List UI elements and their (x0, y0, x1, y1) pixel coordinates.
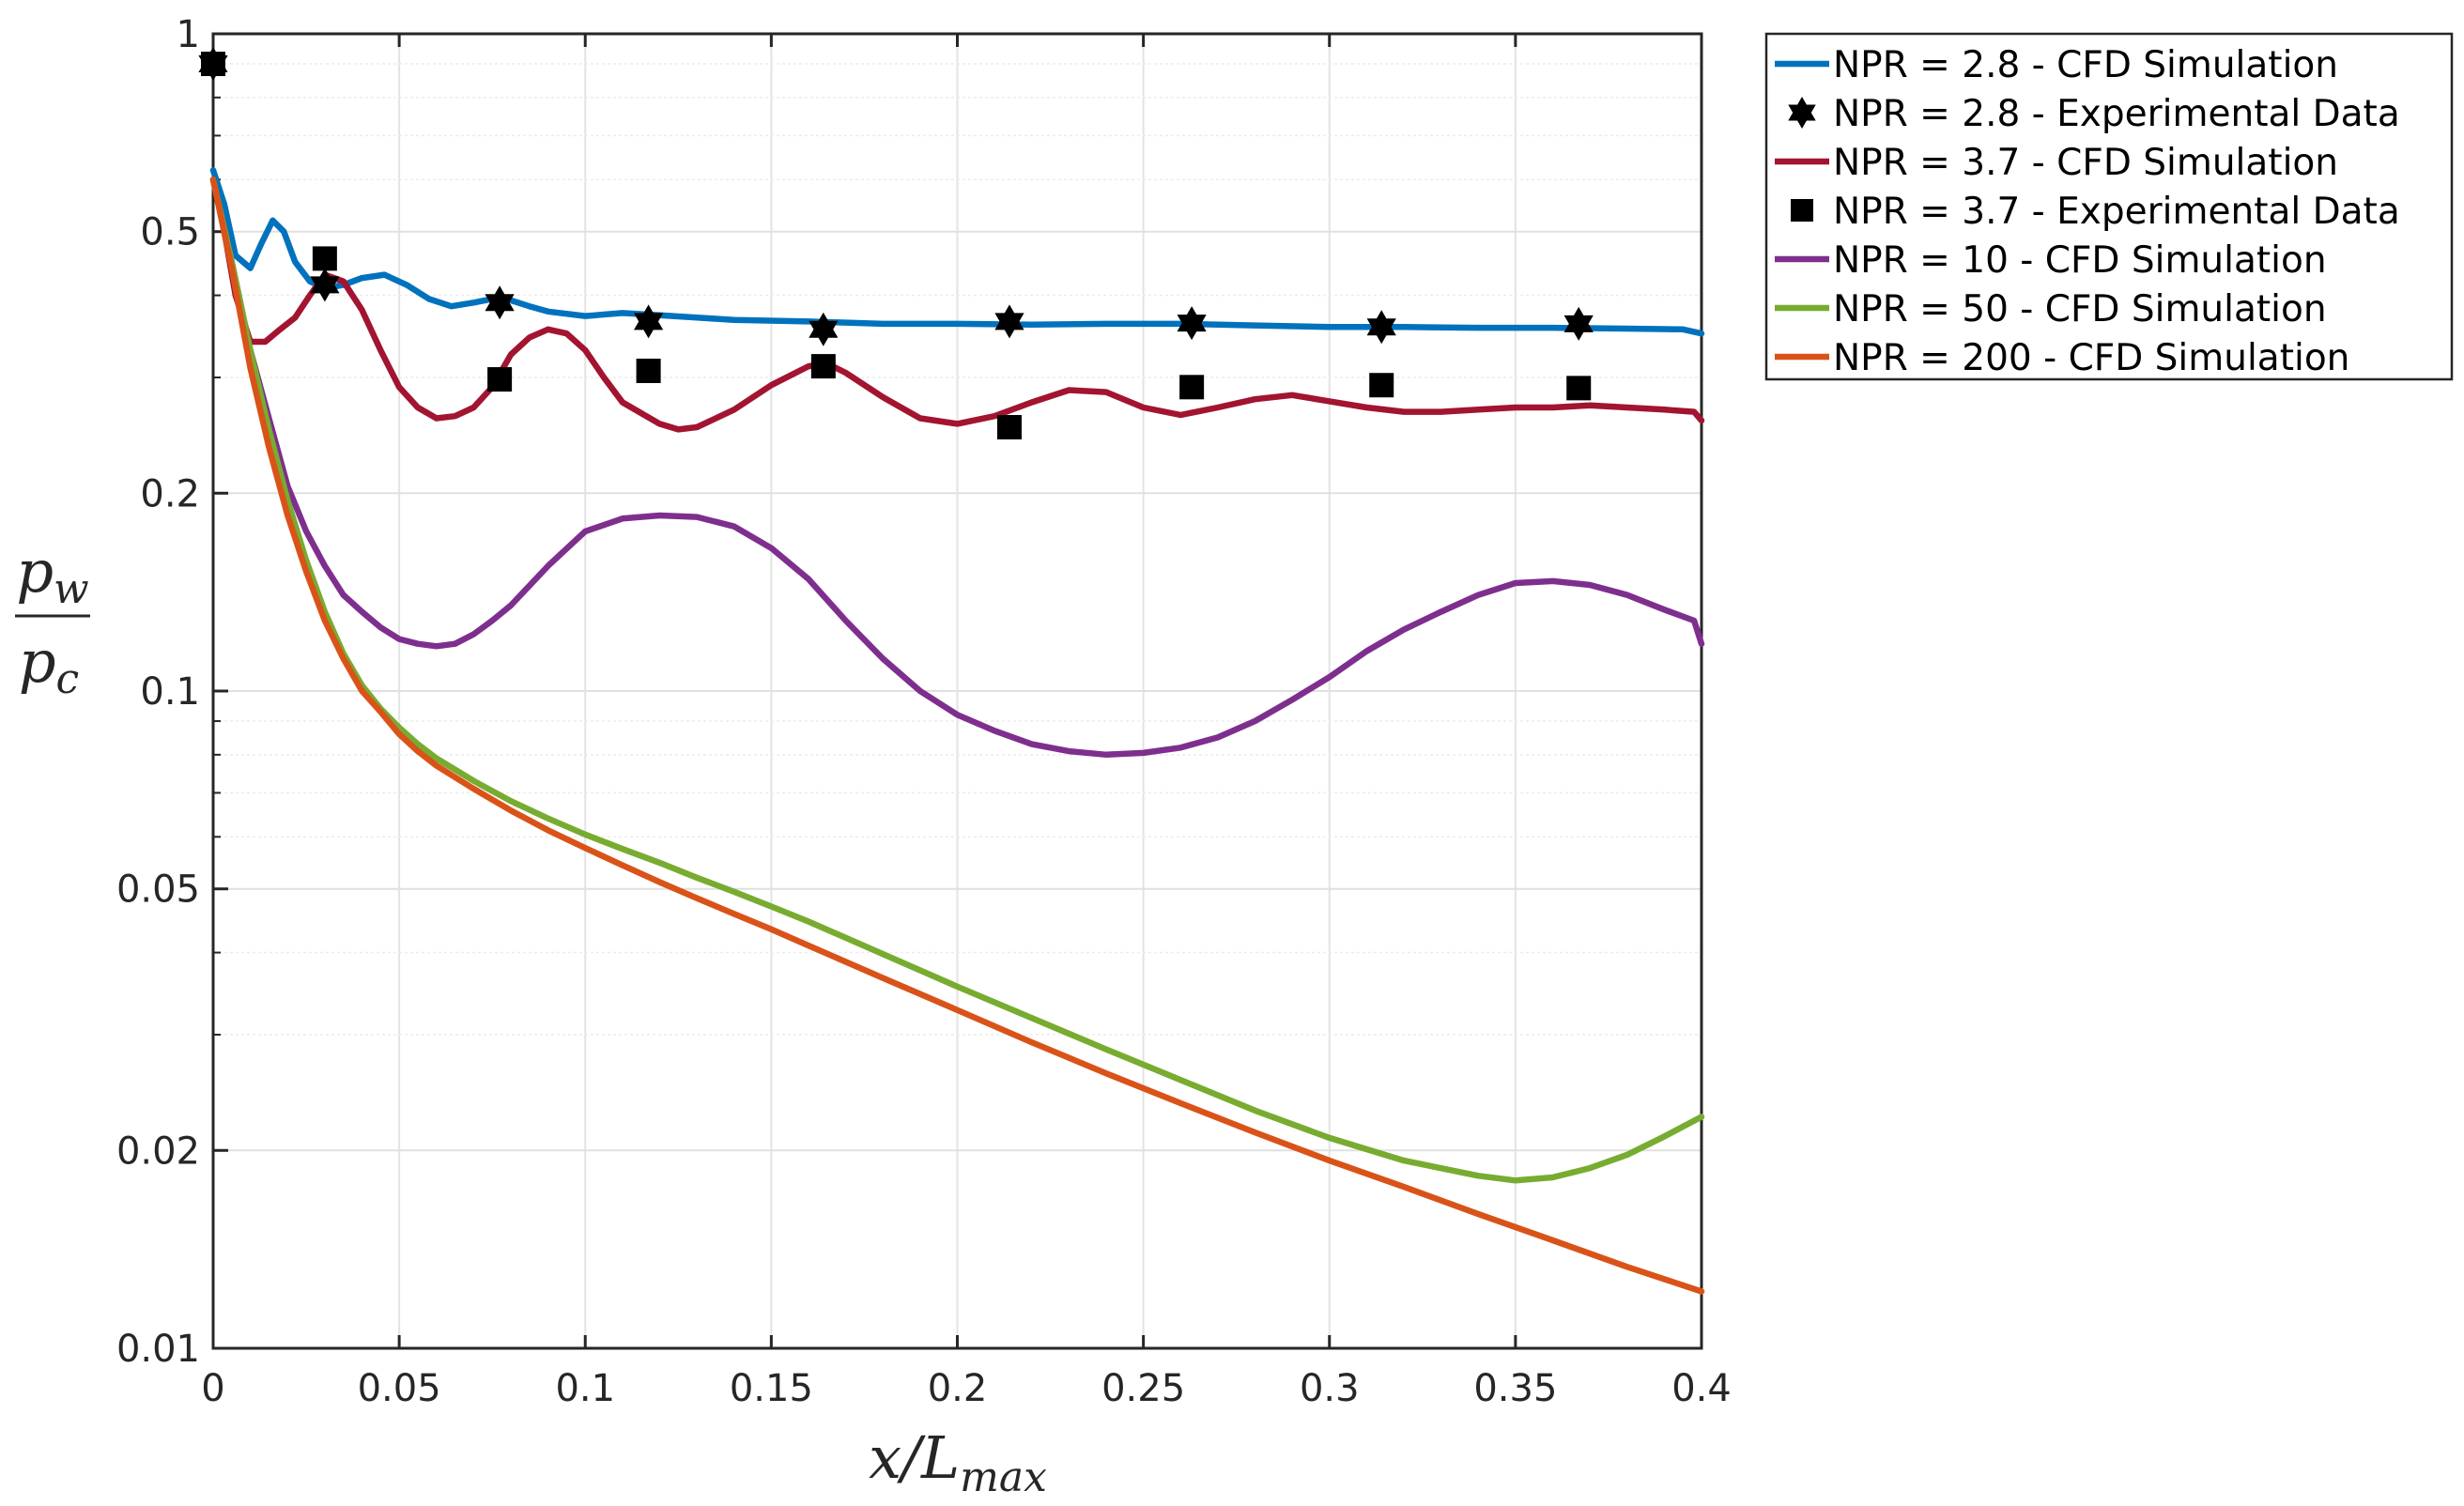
y-axis-label: pw pc (15, 537, 90, 703)
data-point-npr-3-7-experimental-data (810, 354, 836, 379)
svg-text:pc: pc (19, 627, 79, 703)
data-point-npr-3-7-experimental-data (201, 52, 225, 77)
series-line-npr-50-cfd-simulation (209, 177, 1705, 1184)
y-tick-label: 0.1 (140, 670, 200, 714)
x-tick-label: 0.1 (555, 1367, 615, 1410)
data-point-npr-3-7-experimental-data (1566, 376, 1592, 401)
legend: NPR = 2.8 - CFD Simulation NPR = 2.8 - Ex… (1764, 32, 2454, 381)
grid (213, 34, 1702, 1348)
data-point-npr-3-7-experimental-data (636, 359, 661, 384)
data-point-npr-2-8-experimental-data (1177, 306, 1207, 341)
legend-label-npr-200-cfd-simulation: NPR = 200 - CFD Simulation (1833, 337, 2349, 379)
data-point-npr-2-8-experimental-data (1563, 306, 1594, 341)
x-tick-label: 0.4 (1671, 1367, 1732, 1410)
legend-label-npr-3-7-cfd-simulation: NPR = 3.7 - CFD Simulation (1833, 142, 2338, 184)
y-tick-label: 0.05 (116, 868, 200, 912)
legend-label-npr-2-8-cfd-simulation: NPR = 2.8 - CFD Simulation (1833, 44, 2338, 86)
data-point-npr-3-7-experimental-data (996, 415, 1022, 440)
x-tick-label: 0.05 (358, 1367, 441, 1410)
svg-text:pw: pw (16, 537, 88, 613)
x-tick-label: 0.25 (1101, 1367, 1185, 1410)
x-axis-label: x/Lmax (869, 1423, 1047, 1501)
legend-label-npr-3-7-experimental-data: NPR = 3.7 - Experimental Data (1833, 191, 2400, 233)
legend-swatch-npr-3-7-experimental-data (1791, 199, 1813, 222)
data-point-npr-2-8-experimental-data (1366, 310, 1396, 345)
legend-swatch-npr-2-8-experimental-data (1788, 97, 1816, 129)
data-point-npr-3-7-experimental-data (1179, 375, 1205, 400)
axis-ticks: 0 0.05 0.1 0.15 0.2 0.25 0.3 0.35 0.4 0.01 0.02 0.0… (116, 13, 1732, 1410)
series-group (209, 167, 1705, 1295)
y-tick-label: 0.5 (140, 211, 200, 254)
marker-group (198, 47, 1594, 440)
data-point-npr-3-7-experimental-data (312, 246, 337, 271)
series-line-npr-2-8-cfd-simulation (209, 167, 1705, 337)
series-line-npr-200-cfd-simulation (209, 177, 1705, 1295)
legend-label-npr-50-cfd-simulation: NPR = 50 - CFD Simulation (1833, 288, 2327, 330)
y-tick-label: 0.02 (116, 1130, 200, 1173)
legend-box (1764, 32, 2454, 381)
x-tick-label: 0.35 (1473, 1367, 1557, 1410)
data-point-npr-3-7-experimental-data (487, 367, 513, 392)
series-line-npr-10-cfd-simulation (209, 177, 1705, 759)
data-point-npr-2-8-experimental-data (808, 312, 839, 346)
y-tick-label: 0.2 (140, 472, 200, 515)
y-tick-label: 1 (177, 13, 200, 56)
series-line-npr-3-7-cfd-simulation (209, 177, 1705, 433)
data-point-npr-2-8-experimental-data (994, 304, 1024, 339)
data-point-npr-2-8-experimental-data (310, 268, 340, 302)
x-tick-label: 0.2 (928, 1367, 988, 1410)
data-point-npr-2-8-experimental-data (634, 304, 664, 339)
y-tick-label: 0.01 (116, 1328, 200, 1371)
x-tick-label: 0 (201, 1367, 224, 1410)
x-tick-label: 0.15 (730, 1367, 813, 1410)
legend-label-npr-10-cfd-simulation: NPR = 10 - CFD Simulation (1833, 239, 2327, 282)
data-point-npr-3-7-experimental-data (1369, 373, 1394, 398)
x-tick-label: 0.3 (1300, 1367, 1360, 1410)
data-point-npr-2-8-experimental-data (485, 285, 515, 320)
legend-label-npr-2-8-experimental-data: NPR = 2.8 - Experimental Data (1833, 93, 2400, 135)
